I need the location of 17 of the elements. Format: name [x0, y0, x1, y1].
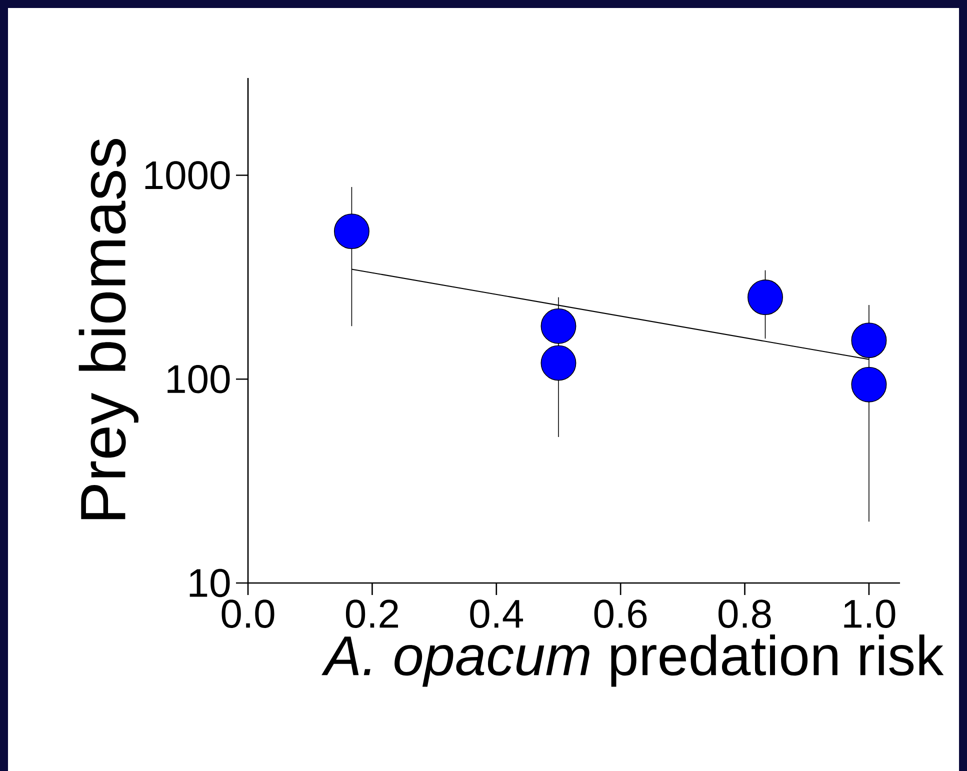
x-tick-label: 0.0 [222, 600, 274, 628]
point [334, 214, 370, 250]
point [540, 345, 576, 381]
x-tick-label: 0.8 [718, 600, 771, 628]
x-axis-title: A. opacum predation risk [322, 634, 944, 687]
point [851, 366, 887, 402]
x-tick-label: 0.4 [470, 600, 524, 628]
y-axis-title: Prey biomass [78, 139, 138, 520]
y-tick-label: 10 [190, 568, 230, 598]
point [540, 308, 576, 344]
y-tick-label: 100 [168, 364, 230, 394]
point [851, 322, 887, 358]
y-tick-label: 1000 [145, 161, 230, 190]
x-tick-label: 1.0 [844, 600, 896, 628]
x-tick-label: 0.2 [346, 600, 398, 628]
x-tick-label: 0.6 [594, 600, 647, 628]
point [748, 280, 783, 316]
